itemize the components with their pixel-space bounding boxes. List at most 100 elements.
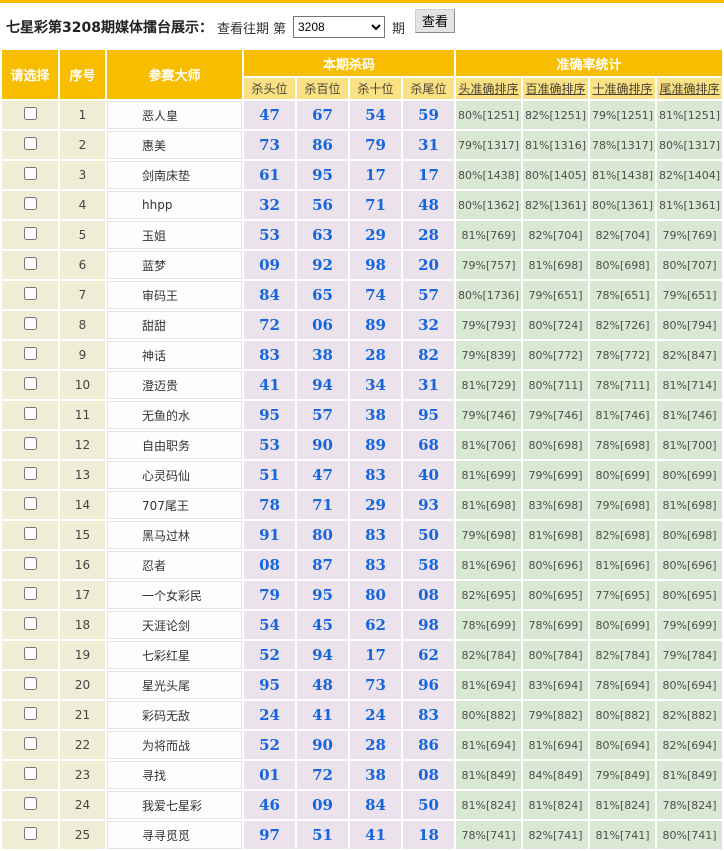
head-accuracy-value: 78%[699] [456,611,522,639]
kill-tail-value: 17 [403,161,455,189]
hundred-accuracy-value: 80%[695] [523,581,589,609]
row-checkbox[interactable] [23,377,37,390]
row-checkbox[interactable] [23,677,37,690]
row-checkbox[interactable] [23,827,37,840]
row-checkbox[interactable] [23,257,37,270]
row-checkbox[interactable] [23,467,37,480]
head-accuracy-value: 79%[698] [456,521,522,549]
select-cell [2,551,58,579]
hundred-accuracy-value: 82%[704] [523,221,589,249]
select-cell [2,251,58,279]
tail-accuracy-value: 80%[741] [657,821,723,849]
row-index: 12 [60,431,105,459]
row-checkbox[interactable] [23,797,37,810]
row-index: 9 [60,341,105,369]
kill-head-value: 53 [244,221,295,249]
kill-ten-value: 34 [350,371,401,399]
head-accuracy-value: 79%[1317] [456,131,522,159]
hundred-accuracy-value: 81%[698] [523,251,589,279]
hundred-accuracy-value: 81%[1316] [523,131,589,159]
row-checkbox[interactable] [23,647,37,660]
kill-hundred-value: 95 [297,161,348,189]
sort-link-tail-accuracy[interactable]: 尾准确排序 [659,82,720,96]
sort-link-hundred-accuracy[interactable]: 百准确排序 [525,82,586,96]
ten-accuracy-value: 80%[698] [590,251,656,279]
kill-tail-value: 93 [403,491,455,519]
tail-accuracy-value: 80%[707] [657,251,723,279]
ten-accuracy-value: 78%[711] [590,371,656,399]
hundred-accuracy-value: 83%[698] [523,491,589,519]
select-cell [2,401,58,429]
sort-link-ten-accuracy[interactable]: 十准确排序 [592,82,653,96]
kill-tail-value: 96 [403,671,455,699]
sort-link-head-accuracy[interactable]: 头准确排序 [458,82,519,96]
hundred-accuracy-value: 79%[746] [523,401,589,429]
kill-hundred-value: 67 [297,101,348,129]
select-cell [2,581,58,609]
col-header-index: 序号 [60,50,105,99]
table-row: 4 hhpp 32 56 71 48 80%[1362] 82%[1361] 80%[1361]… [2,191,723,219]
row-checkbox[interactable] [23,707,37,720]
kill-ten-value: 29 [350,491,401,519]
row-checkbox[interactable] [23,617,37,630]
kill-ten-value: 98 [350,251,401,279]
kill-hundred-value: 09 [297,791,348,819]
hundred-accuracy-value: 79%[651] [523,281,589,309]
row-checkbox[interactable] [23,197,37,210]
row-checkbox[interactable] [23,407,37,420]
kill-ten-value: 79 [350,131,401,159]
row-checkbox[interactable] [23,437,37,450]
row-checkbox[interactable] [23,107,37,120]
period-prefix-label: 第 [272,21,286,37]
select-cell [2,191,58,219]
select-cell [2,131,58,159]
tail-accuracy-value: 80%[698] [657,521,723,549]
row-checkbox[interactable] [23,737,37,750]
head-accuracy-value: 80%[1438] [456,161,522,189]
kill-head-value: 47 [244,101,295,129]
kill-ten-value: 17 [350,161,401,189]
ten-accuracy-value: 82%[704] [590,221,656,249]
row-index: 17 [60,581,105,609]
row-checkbox[interactable] [23,287,37,300]
hundred-accuracy-value: 80%[711] [523,371,589,399]
kill-hundred-value: 47 [297,461,348,489]
row-checkbox[interactable] [23,317,37,330]
table-row: 6 蓝梦 09 92 98 20 79%[757] 81%[698] 80%[698] 80%[7… [2,251,723,279]
kill-hundred-value: 87 [297,551,348,579]
head-accuracy-value: 81%[694] [456,671,522,699]
row-checkbox[interactable] [23,497,37,510]
master-name: 忍者 [107,551,242,579]
kill-ten-value: 83 [350,521,401,549]
row-checkbox[interactable] [23,587,37,600]
tail-accuracy-value: 81%[746] [657,401,723,429]
master-name: 剑南床垫 [107,161,242,189]
head-accuracy-value: 79%[839] [456,341,522,369]
master-name: 七彩红星 [107,641,242,669]
tail-accuracy-value: 79%[699] [657,611,723,639]
row-checkbox[interactable] [23,137,37,150]
period-select[interactable]: 3208 [293,16,385,38]
row-checkbox[interactable] [23,767,37,780]
tail-accuracy-value: 80%[794] [657,311,723,339]
tail-accuracy-value: 80%[695] [657,581,723,609]
row-checkbox[interactable] [23,557,37,570]
row-index: 23 [60,761,105,789]
select-cell [2,821,58,849]
hundred-accuracy-value: 80%[696] [523,551,589,579]
kill-hundred-value: 90 [297,431,348,459]
row-checkbox[interactable] [23,527,37,540]
ten-accuracy-value: 81%[824] [590,791,656,819]
row-checkbox[interactable] [23,227,37,240]
row-index: 8 [60,311,105,339]
kill-ten-value: 83 [350,461,401,489]
kill-hundred-value: 72 [297,761,348,789]
row-checkbox[interactable] [23,347,37,360]
row-checkbox[interactable] [23,167,37,180]
ten-accuracy-value: 80%[882] [590,701,656,729]
kill-tail-value: 98 [403,611,455,639]
ten-accuracy-value: 81%[746] [590,401,656,429]
ten-accuracy-value: 80%[699] [590,611,656,639]
view-button[interactable]: 查看 [415,9,456,33]
master-name: 为将而战 [107,731,242,759]
